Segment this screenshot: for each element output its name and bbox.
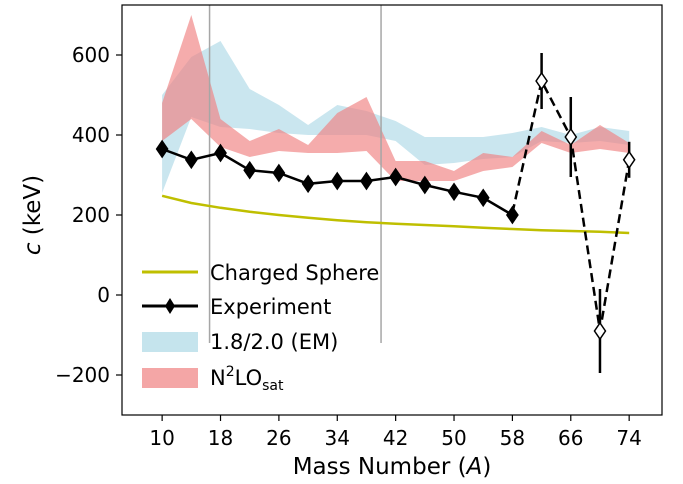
legend: Charged Sphere Experiment 1.8/2.0 (EM) N… <box>142 261 379 394</box>
experiment-point-1-1 <box>535 71 549 91</box>
y-tick-label-4: 600 <box>72 43 110 67</box>
legend-em-label: 1.8/2.0 (EM) <box>210 330 338 354</box>
x-tick-label-3: 34 <box>325 426 350 450</box>
experiment-point-0-7 <box>360 171 373 191</box>
markers-layer <box>155 53 636 373</box>
x-axis-label: Mass Number (A) <box>293 454 492 480</box>
experiment-point-0-8 <box>389 167 403 187</box>
experiment-point-0-0 <box>155 139 169 159</box>
experiment-point-0-4 <box>272 163 286 183</box>
experiment-point-1-3 <box>593 321 607 341</box>
x-tick-label-2: 26 <box>266 426 291 450</box>
bands-layer <box>162 15 630 193</box>
legend-charged-sphere-label: Charged Sphere <box>210 261 379 285</box>
legend-n2lo-label: N2LOsat <box>210 364 284 394</box>
band-1 <box>162 15 630 181</box>
axes-layer: 10 18 26 34 42 50 58 66 74 −200 0 200 400 600 <box>55 4 663 450</box>
y-tick-label-2: 200 <box>72 203 110 227</box>
vlines-layer <box>208 5 382 343</box>
experiment-point-0-11 <box>476 188 490 208</box>
experiment-point-0-1 <box>184 150 198 170</box>
experiment-point-0-9 <box>418 175 432 195</box>
experiment-point-0-10 <box>447 182 461 202</box>
x-tick-label-1: 18 <box>208 426 233 450</box>
legend-experiment-marker <box>165 298 175 314</box>
experiment-point-0-5 <box>301 174 315 194</box>
x-tick-label-7: 66 <box>558 426 583 450</box>
x-tick-label-6: 58 <box>500 426 525 450</box>
legend-em-swatch <box>142 332 198 352</box>
experiment-point-1-4 <box>622 150 636 170</box>
legend-experiment-label: Experiment <box>210 295 331 319</box>
experiment-point-0-6 <box>330 171 344 191</box>
plot-frame <box>121 4 663 416</box>
y-tick-label-3: 400 <box>72 123 110 147</box>
charged-sphere-line <box>161 194 630 235</box>
experiment-point-0-12 <box>505 205 519 225</box>
experiment-point-0-3 <box>243 160 257 180</box>
y-tick-label-1: 0 <box>97 283 110 307</box>
experiment-point-1-2 <box>564 127 578 147</box>
band-0 <box>162 41 630 193</box>
experiment-point-0-2 <box>214 143 227 163</box>
x-tick-label-0: 10 <box>149 426 174 450</box>
x-tick-label-5: 50 <box>441 426 466 450</box>
y-axis-label: c (keV) <box>20 175 46 255</box>
x-tick-label-8: 74 <box>616 426 641 450</box>
y-tick-label-0: −200 <box>55 363 110 387</box>
legend-n2lo-swatch <box>142 368 198 388</box>
x-tick-label-4: 42 <box>383 426 408 450</box>
